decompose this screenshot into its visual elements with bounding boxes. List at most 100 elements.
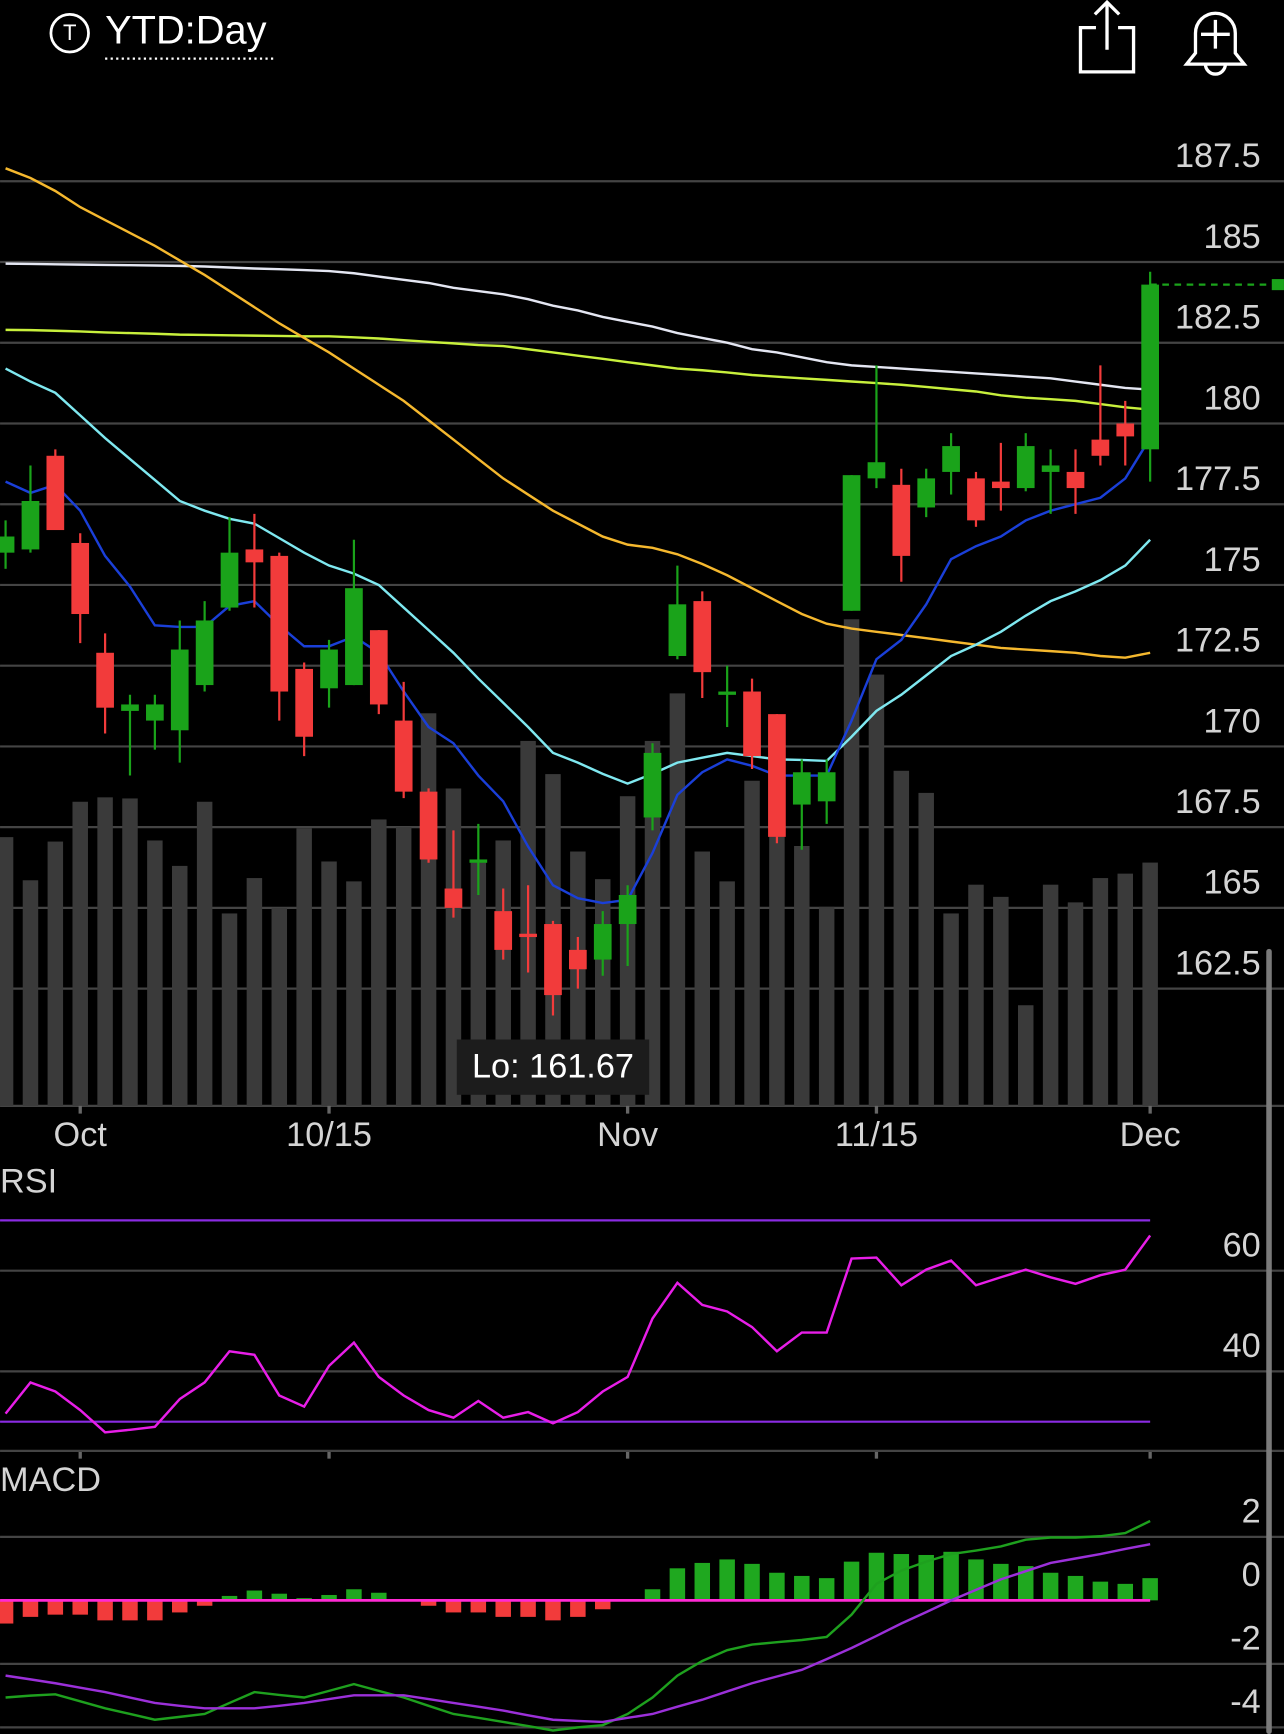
candle-body xyxy=(419,791,438,860)
alert-button[interactable] xyxy=(1183,11,1248,76)
share-button[interactable] xyxy=(1078,0,1136,74)
range-button[interactable]: T YTD:Day xyxy=(49,9,275,60)
candle-body xyxy=(369,630,388,705)
volume-bar xyxy=(22,880,39,1106)
y-tick-label: 0 xyxy=(1242,1556,1261,1594)
range-icon-letter: T xyxy=(63,20,77,45)
histogram-bar xyxy=(495,1600,511,1617)
candle-body xyxy=(394,720,413,792)
y-tick-label: -2 xyxy=(1230,1620,1260,1658)
candle-body xyxy=(817,772,836,802)
candle-body xyxy=(195,620,214,686)
histogram-bar xyxy=(346,1589,362,1601)
histogram-bar xyxy=(843,1561,860,1601)
range-title: YTD:Day xyxy=(105,9,267,53)
candle-body xyxy=(1091,439,1110,456)
candle-body xyxy=(593,924,612,960)
histogram-bar xyxy=(420,1600,437,1606)
annotation: Lo: 161.67 xyxy=(472,1047,634,1085)
volume-bar xyxy=(122,798,138,1106)
histogram-bar xyxy=(122,1600,138,1621)
volume-bar xyxy=(420,713,437,1106)
candle-body xyxy=(220,552,239,608)
candle-body xyxy=(867,462,886,479)
candle-body xyxy=(320,649,338,689)
volume-bar xyxy=(669,693,686,1106)
volume-bar xyxy=(321,861,337,1106)
candle-body xyxy=(1016,446,1035,489)
volume-bar xyxy=(346,881,362,1106)
histogram-bar xyxy=(1092,1581,1109,1601)
volume-bar xyxy=(47,841,64,1106)
volume-bar xyxy=(1142,862,1158,1106)
volume-bar xyxy=(1092,878,1109,1106)
histogram-bar xyxy=(221,1595,238,1601)
histogram-bar xyxy=(769,1572,785,1601)
y-tick-label: 170 xyxy=(1204,702,1261,740)
y-tick-label: 182.5 xyxy=(1175,299,1261,337)
histogram-bar xyxy=(595,1600,611,1610)
share-arrow xyxy=(1093,0,1121,50)
histogram-bar xyxy=(172,1600,188,1613)
histogram-bar xyxy=(893,1554,910,1601)
scrollbar[interactable] xyxy=(1266,948,1272,1734)
histogram-bar xyxy=(1142,1578,1158,1601)
volume-bar xyxy=(868,674,885,1106)
histogram-bar xyxy=(1117,1583,1134,1601)
histogram-bar xyxy=(246,1590,263,1601)
volume-bar xyxy=(395,827,412,1106)
histogram-bar xyxy=(968,1559,984,1601)
volume-bar xyxy=(495,840,511,1106)
histogram-bar xyxy=(1017,1566,1034,1601)
histogram-bar xyxy=(993,1563,1009,1601)
volume-bar xyxy=(196,801,213,1106)
x-tick-label: Oct xyxy=(54,1116,108,1154)
panel-title: RSI xyxy=(0,1162,57,1200)
histogram-bar xyxy=(570,1600,586,1617)
volume-bar xyxy=(1017,1005,1034,1106)
candle-body xyxy=(270,555,289,692)
candle-body xyxy=(494,911,513,950)
histogram-bar xyxy=(669,1568,686,1601)
histogram-bar xyxy=(147,1600,163,1621)
histogram-bar xyxy=(694,1562,711,1601)
volume-bar xyxy=(818,906,835,1106)
bell-plus xyxy=(1201,19,1230,49)
histogram-bar xyxy=(72,1600,88,1615)
candle-body xyxy=(21,500,40,550)
candle-body xyxy=(345,588,363,686)
histogram-bar xyxy=(520,1600,536,1617)
last-price-marker xyxy=(1271,279,1284,291)
histogram-bar xyxy=(47,1600,64,1615)
y-tick-label: 185 xyxy=(1204,218,1261,256)
candle-body xyxy=(668,604,687,657)
macd-line xyxy=(5,1519,1151,1732)
y-tick-label: 187.5 xyxy=(1175,137,1261,175)
histogram-bar xyxy=(644,1589,661,1601)
candle-body xyxy=(46,455,65,531)
candle-body xyxy=(71,542,90,615)
histogram-bar xyxy=(744,1563,760,1601)
volume-bar xyxy=(172,865,188,1106)
y-tick-label: 40 xyxy=(1223,1327,1261,1365)
candle-body xyxy=(1066,471,1085,489)
y-tick-label: 175 xyxy=(1204,541,1261,579)
histogram-bar xyxy=(794,1575,810,1601)
volume-bar xyxy=(694,851,711,1106)
volume-bar xyxy=(843,619,860,1106)
volume-bar xyxy=(0,837,14,1106)
candle-body xyxy=(643,752,662,818)
volume-bar xyxy=(918,792,934,1106)
volume-bar xyxy=(246,878,263,1106)
volume-bar xyxy=(769,754,785,1106)
header: T YTD:Day xyxy=(49,0,1248,76)
annotation-box xyxy=(456,1039,650,1095)
volume-bar xyxy=(371,819,387,1106)
y-tick-label: 2 xyxy=(1242,1493,1261,1531)
volume-bar xyxy=(794,845,810,1106)
volume-bar xyxy=(72,801,88,1106)
volume-bar xyxy=(644,740,661,1106)
candle-body xyxy=(992,481,1010,489)
volume-bar xyxy=(1067,902,1084,1106)
histogram-bar xyxy=(445,1600,462,1613)
